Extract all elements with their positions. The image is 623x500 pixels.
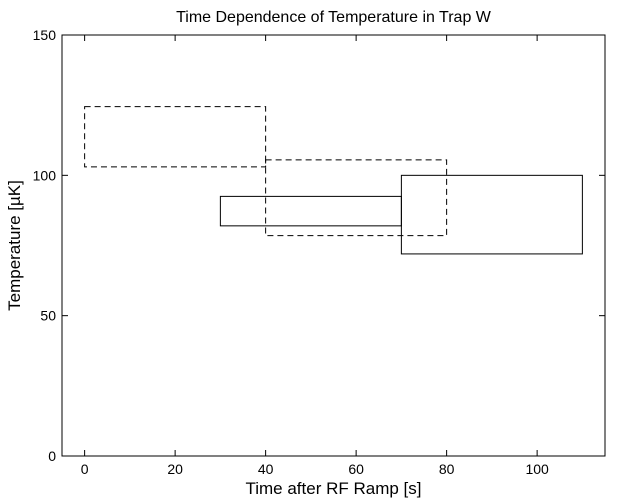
x-tick-label: 20 [167, 461, 183, 477]
x-axis-label: Time after RF Ramp [s] [245, 479, 421, 498]
data-rectangles [84, 106, 583, 255]
plot-frame [61, 34, 606, 457]
y-tick-label: 50 [40, 308, 56, 324]
y-axis-label-prefix: Temperature [ [5, 206, 24, 311]
solid-rectangle-4 [400, 174, 583, 255]
chart-title: Time Dependence of Temperature in Trap W [176, 9, 492, 26]
y-tick-label: 0 [48, 448, 56, 464]
axis-ticks: 0 20 40 60 80 100 0 50 100 150 [33, 27, 605, 477]
x-tick-label: 60 [348, 461, 364, 477]
solid-rectangle-3 [219, 195, 402, 227]
dashed-rectangle-1 [84, 106, 267, 168]
y-axis-label: Temperature [µK] [5, 180, 24, 311]
x-tick-label: 100 [525, 461, 549, 477]
y-tick-label: 100 [33, 167, 57, 183]
y-tick-label: 150 [33, 27, 57, 43]
y-axis-label-suffix: ] [5, 180, 24, 185]
x-tick-label: 40 [258, 461, 274, 477]
x-tick-label: 80 [439, 461, 455, 477]
dashed-rectangle-2 [265, 159, 448, 237]
y-axis-label-unit: µK [5, 184, 24, 206]
x-tick-label: 0 [81, 461, 89, 477]
